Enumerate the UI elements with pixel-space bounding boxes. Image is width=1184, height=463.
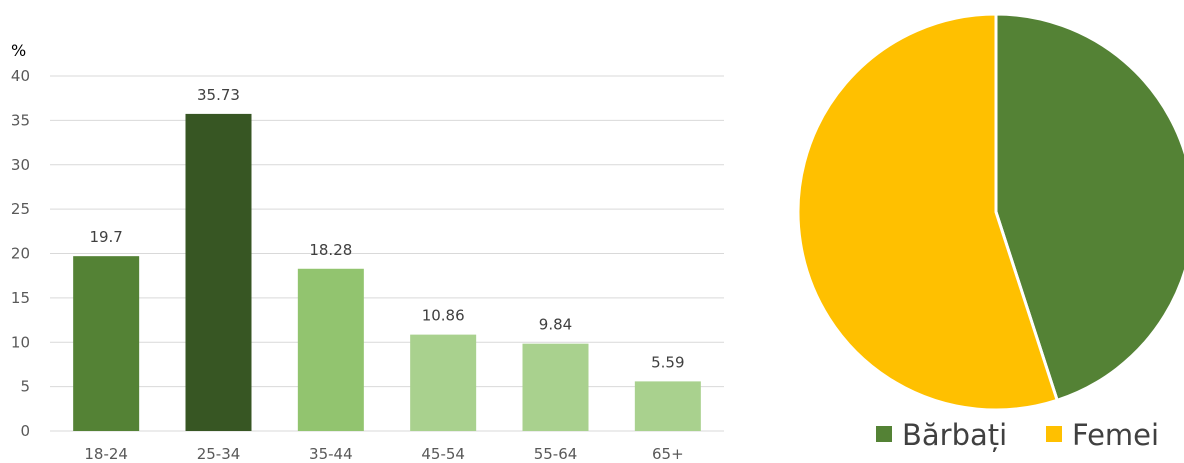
x-tick-label: 35-44 xyxy=(309,445,353,463)
pie-chart-slices xyxy=(796,12,1184,412)
bar xyxy=(634,381,701,431)
y-tick-label: 30 xyxy=(11,156,30,174)
x-tick-label: 55-64 xyxy=(534,445,578,463)
y-tick-label: 25 xyxy=(11,200,30,218)
x-tick-label: 45-54 xyxy=(421,445,465,463)
y-tick-label: 0 xyxy=(20,422,30,440)
y-tick-label: 5 xyxy=(20,378,30,396)
pie-chart-legend: Bărbați Femei xyxy=(876,418,1159,452)
legend-label: Femei xyxy=(1072,418,1159,452)
y-tick-label: 20 xyxy=(11,245,30,263)
bar xyxy=(73,256,140,431)
pie-slice xyxy=(994,12,1184,402)
bar xyxy=(297,268,364,431)
legend-swatch xyxy=(876,426,892,442)
legend-label: Bărbați xyxy=(902,418,1007,452)
data-label: 35.73 xyxy=(197,86,240,104)
data-label: 18.28 xyxy=(309,241,352,259)
x-tick-label: 25-34 xyxy=(197,445,241,463)
bar-chart-y-axis: 0 5 10 15 20 25 30 35 40 xyxy=(11,67,30,440)
data-label: 10.86 xyxy=(422,307,465,325)
bar xyxy=(410,334,477,431)
data-label: 19.7 xyxy=(89,228,122,246)
y-tick-label: 35 xyxy=(11,111,30,129)
x-tick-label: 18-24 xyxy=(84,445,128,463)
y-tick-label: 10 xyxy=(11,333,30,351)
bar xyxy=(522,343,589,431)
legend-swatch xyxy=(1046,426,1062,442)
y-axis-unit-label: % xyxy=(11,41,26,60)
data-label: 9.84 xyxy=(539,316,572,334)
age-bar-chart: 0 5 10 15 20 25 30 35 40 % 19.7 35.73 18.28 10.86 9.… xyxy=(11,41,724,463)
y-tick-label: 15 xyxy=(11,289,30,307)
x-tick-label: 65+ xyxy=(652,445,684,463)
bar-chart-gridlines xyxy=(50,75,724,432)
data-label: 5.59 xyxy=(651,353,684,371)
pie-slice xyxy=(796,12,1059,412)
y-tick-label: 40 xyxy=(11,67,30,85)
gender-pie-chart: Bărbați Femei xyxy=(796,12,1184,452)
bar-chart-bars: 19.7 35.73 18.28 10.86 9.84 5.59 xyxy=(73,86,701,432)
bar-chart-x-axis: 18-24 25-34 35-44 45-54 55-64 65+ xyxy=(84,445,683,463)
bar xyxy=(185,113,252,432)
